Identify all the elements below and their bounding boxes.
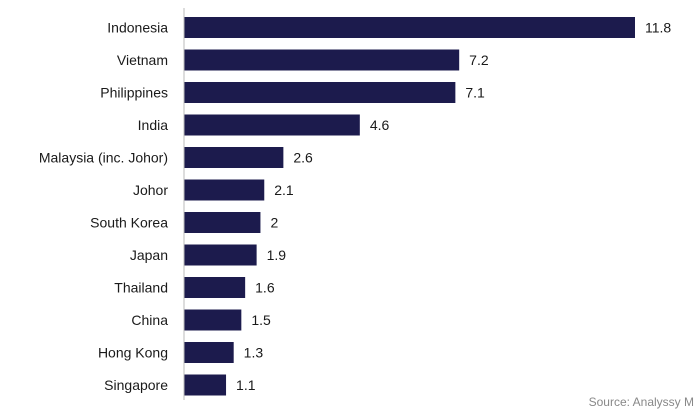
value-label: 1.3	[244, 345, 264, 361]
bar	[184, 49, 460, 71]
category-label: India	[138, 117, 169, 133]
bar	[184, 179, 265, 201]
category-label: Malaysia (inc. Johor)	[39, 150, 168, 166]
category-label: China	[131, 312, 168, 328]
category-label: Vietnam	[117, 52, 168, 68]
value-label: 2.6	[293, 150, 313, 166]
value-label: 1.6	[255, 280, 275, 296]
value-label: 4.6	[370, 117, 390, 133]
bar	[184, 147, 284, 168]
bars	[184, 17, 635, 396]
category-label: Japan	[130, 247, 168, 263]
value-label: 1.1	[236, 377, 256, 393]
value-label: 7.2	[469, 52, 489, 68]
category-label: Hong Kong	[98, 345, 168, 361]
bar	[184, 114, 360, 136]
category-label: Singapore	[104, 377, 168, 393]
value-label: 1.5	[251, 312, 271, 328]
bar	[184, 17, 635, 38]
value-label: 7.1	[465, 85, 485, 101]
value-label: 11.8	[645, 20, 671, 36]
category-label: Thailand	[114, 280, 168, 296]
category-label: South Korea	[90, 215, 168, 231]
value-label: 1.9	[267, 247, 287, 263]
category-label: Philippines	[100, 85, 168, 101]
bar	[184, 277, 246, 298]
bar	[184, 374, 227, 396]
value-labels: 11.8 7.2 7.1 4.6 2.6 2.1 2 1.9 1.6 1.5 1.3 1.1	[236, 20, 671, 394]
source-note: Source: Analyssy M	[588, 395, 694, 409]
bar	[184, 309, 242, 331]
bar	[184, 212, 261, 233]
bar	[184, 342, 234, 363]
value-label: 2.1	[274, 182, 294, 198]
bar	[184, 244, 257, 266]
value-label: 2	[270, 215, 278, 231]
category-label: Indonesia	[107, 20, 168, 36]
category-labels: Indonesia Vietnam Philippines India Malaysia…	[39, 20, 168, 394]
category-label: Johor	[133, 182, 168, 198]
bar	[184, 82, 456, 103]
